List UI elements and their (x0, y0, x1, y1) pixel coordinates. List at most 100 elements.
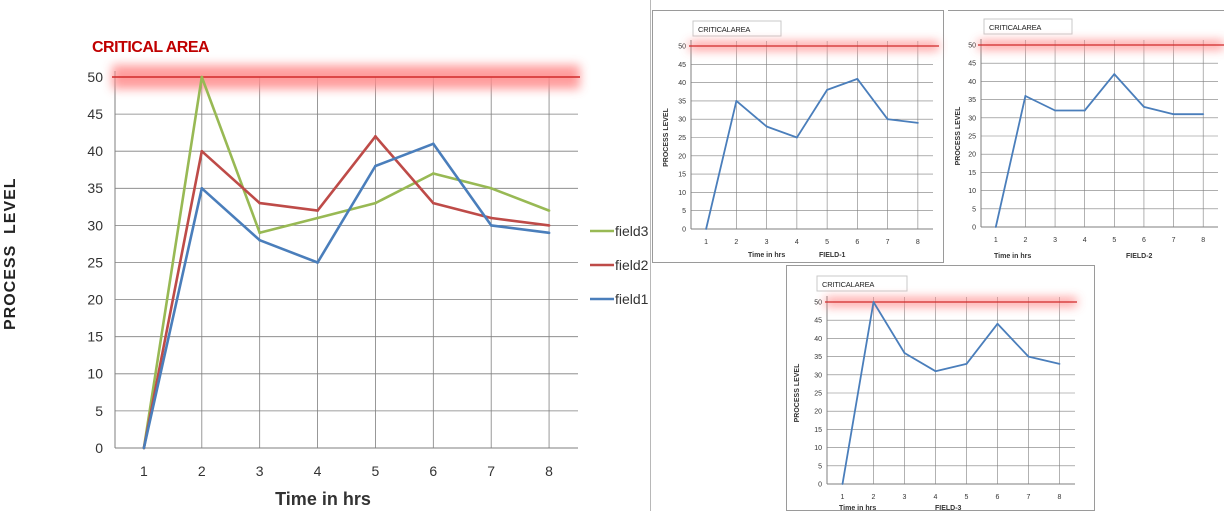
ytick-label: 45 (87, 106, 103, 122)
xtick-label: 7 (1027, 494, 1031, 501)
data-point (826, 89, 829, 91)
ytick-label: 15 (814, 427, 822, 434)
data-point (1202, 113, 1205, 116)
ytick-label: 5 (95, 403, 103, 419)
ytick-label: 35 (87, 180, 103, 196)
ytick-label: 5 (972, 206, 976, 213)
xtick-label: 1 (994, 237, 998, 244)
xtick-label: 8 (1201, 237, 1205, 244)
data-point (934, 370, 937, 373)
data-point (886, 118, 889, 121)
xtick-label: 2 (1023, 237, 1027, 244)
data-point-field1 (200, 187, 204, 190)
series-line-field2 (142, 135, 550, 449)
data-point-field2 (200, 149, 204, 153)
xtick-label: 1 (140, 463, 148, 479)
data-point (856, 78, 859, 80)
data-point-field1 (258, 238, 261, 242)
ytick-label: 45 (814, 318, 822, 325)
data-point (735, 100, 738, 102)
ytick-label: 10 (814, 445, 822, 452)
xtick-label: 5 (1112, 237, 1116, 244)
critical-area-label-box (983, 18, 1073, 35)
y-axis-label: PROCESS LEVEL (794, 363, 801, 422)
xtick-label: 5 (825, 239, 829, 246)
ytick-label: 35 (814, 354, 822, 361)
ytick-label: 45 (968, 61, 976, 68)
data-point-field1 (374, 164, 377, 168)
critical-area-label: CRITICAL AREA (92, 39, 210, 56)
data-point (994, 226, 997, 228)
ytick-label: 50 (87, 69, 103, 85)
field2-chart-panel: CRITICALAREA 0 5 10 15 20 25 30 35 40 45 50 1 2 3 4 5 6 7 8… (948, 10, 1224, 264)
chart-subtitle: FIELD-3 (935, 505, 962, 512)
data-point-field2 (316, 209, 319, 212)
critical-area-label: CRITICALAREA (822, 280, 874, 289)
critical-area-label-box (816, 275, 908, 292)
ytick-label: 15 (678, 172, 686, 179)
data-point-field1 (432, 142, 435, 146)
main-ylabel-part-2: LEVEL (2, 177, 19, 234)
ytick-label: 25 (87, 254, 103, 270)
xtick-label: 5 (965, 494, 969, 501)
ytick-label: 25 (968, 133, 976, 140)
data-point-field1 (489, 224, 493, 227)
data-point-field3 (547, 209, 551, 212)
series-line (705, 78, 919, 230)
y-axis-label: PROCESS LEVEL (955, 106, 962, 165)
ytick-label: 15 (968, 170, 976, 177)
data-point (1024, 95, 1027, 97)
xtick-label: 6 (996, 494, 1000, 501)
ytick-label: 30 (968, 115, 976, 122)
xtick-label: 8 (1058, 494, 1062, 501)
series-line (841, 301, 1060, 485)
xtick-label: 7 (886, 239, 890, 246)
xtick-label: 5 (372, 463, 380, 479)
data-point (903, 352, 906, 354)
xtick-label: 7 (487, 463, 495, 479)
data-point-field3 (200, 75, 204, 79)
ytick-label: 0 (682, 226, 686, 233)
ytick-label: 20 (678, 153, 686, 160)
ytick-label: 40 (678, 80, 686, 87)
xtick-label: 3 (256, 463, 264, 479)
data-point-field3 (432, 172, 435, 175)
critical-area-label-box (692, 20, 782, 37)
ytick-label: 40 (814, 336, 822, 343)
ytick-label: 50 (968, 42, 976, 49)
xtick-label: 8 (916, 239, 920, 246)
data-point-field3 (258, 231, 261, 235)
data-point-field3 (316, 216, 319, 220)
ytick-label: 5 (682, 208, 686, 215)
xtick-label: 2 (734, 239, 738, 246)
ytick-label: 25 (678, 135, 686, 142)
legend-label-field2: field2 (615, 257, 649, 273)
series-line-field1 (142, 142, 550, 449)
data-point-field2 (489, 216, 493, 220)
data-point-field3 (374, 201, 377, 205)
data-point (965, 362, 968, 365)
data-point (1058, 362, 1061, 365)
data-point (1027, 355, 1030, 358)
data-point-field1 (316, 261, 319, 264)
data-point (916, 121, 919, 124)
xtick-label: 1 (704, 239, 708, 246)
ytick-label: 45 (678, 62, 686, 69)
ytick-label: 10 (678, 190, 686, 197)
xtick-label: 4 (934, 494, 938, 501)
data-point-field1 (547, 231, 551, 235)
ytick-label: 15 (87, 329, 103, 345)
xtick-label: 6 (429, 463, 437, 479)
data-point (1113, 73, 1116, 76)
data-point-field2 (374, 135, 377, 138)
x-axis-label: Time in hrs (839, 505, 876, 512)
ytick-label: 35 (678, 98, 686, 105)
data-point (765, 125, 768, 128)
ytick-label: 10 (968, 188, 976, 195)
y-axis-label: PROCESS LEVEL (663, 107, 670, 166)
ytick-label: 40 (968, 79, 976, 86)
ytick-label: 20 (87, 292, 103, 308)
chart-subtitle: FIELD-2 (1126, 253, 1153, 260)
